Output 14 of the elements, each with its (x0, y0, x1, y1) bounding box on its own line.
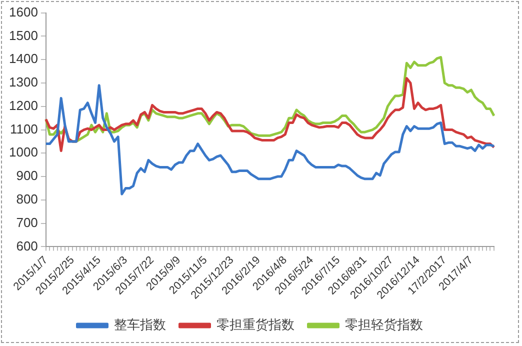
y-tick-label: 700 (16, 214, 38, 230)
y-tick-label: 800 (16, 192, 38, 207)
y-tick-label: 600 (16, 238, 38, 254)
y-tick-label: 1600 (9, 4, 38, 20)
legend-label: 整车指数 (114, 318, 166, 333)
y-tick-label: 1500 (9, 28, 38, 43)
y-tick-label: 1100 (10, 121, 38, 136)
legend-label: 零担重货指数 (216, 318, 294, 333)
y-tick-label: 1000 (9, 144, 38, 160)
legend-label: 零担轻货指数 (344, 318, 423, 333)
y-tick-label: 1300 (9, 74, 38, 90)
y-tick-label: 1200 (9, 98, 38, 113)
y-tick-label: 1400 (9, 51, 38, 66)
y-tick-label: 900 (16, 168, 38, 184)
